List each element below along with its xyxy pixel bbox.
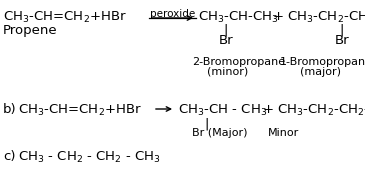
Text: |: | <box>224 24 228 37</box>
Text: + CH$_3$-CH$_2$-CH$_2$-Br: + CH$_3$-CH$_2$-CH$_2$-Br <box>262 103 365 118</box>
Text: Minor: Minor <box>268 128 299 138</box>
Text: 1-Bromopropane: 1-Bromopropane <box>280 57 365 67</box>
Text: 2-Bromopropane: 2-Bromopropane <box>192 57 285 67</box>
Text: CH$_3$-CH - CH$_3$: CH$_3$-CH - CH$_3$ <box>178 103 267 118</box>
Text: c): c) <box>3 150 15 163</box>
Text: |: | <box>205 117 209 130</box>
Text: CH$_3$-CH=CH$_2$+HBr: CH$_3$-CH=CH$_2$+HBr <box>18 103 142 118</box>
Text: Br: Br <box>335 34 349 47</box>
Text: + CH$_3$-CH$_2$-CH$_2$: + CH$_3$-CH$_2$-CH$_2$ <box>272 10 365 25</box>
Text: Br (Major): Br (Major) <box>192 128 247 138</box>
Text: b): b) <box>3 103 17 116</box>
Text: (major): (major) <box>300 67 341 77</box>
Text: CH$_3$-CH=CH$_2$+HBr: CH$_3$-CH=CH$_2$+HBr <box>3 10 127 25</box>
Text: (minor): (minor) <box>207 67 248 77</box>
Text: CH$_3$ - CH$_2$ - CH$_2$ - CH$_3$: CH$_3$ - CH$_2$ - CH$_2$ - CH$_3$ <box>18 150 161 165</box>
Text: |: | <box>340 24 344 37</box>
Text: CH$_3$-CH-CH$_3$: CH$_3$-CH-CH$_3$ <box>198 10 279 25</box>
Text: peroxide: peroxide <box>150 9 195 19</box>
Text: Br: Br <box>219 34 233 47</box>
Text: Propene: Propene <box>3 24 58 37</box>
